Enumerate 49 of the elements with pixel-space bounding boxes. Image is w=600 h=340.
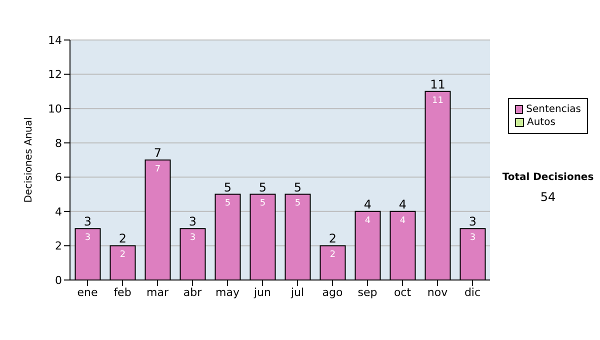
x-tick-label: feb xyxy=(114,286,132,299)
data-label: 11 xyxy=(432,96,444,106)
data-label: 3 xyxy=(190,232,196,243)
total-label: 2 xyxy=(328,232,337,246)
total-label: 5 xyxy=(294,180,302,194)
y-axis-title: Decisiones Anual xyxy=(24,117,35,203)
data-label: 5 xyxy=(294,198,301,209)
x-tick-label: ago xyxy=(322,286,343,299)
data-label: 3 xyxy=(84,232,91,243)
total-label: 4 xyxy=(364,197,372,212)
x-tick-label: jul xyxy=(290,286,304,299)
legend-label: Sentencias xyxy=(526,103,581,116)
total-label: 2 xyxy=(118,232,127,246)
y-tick-label: 4 xyxy=(55,205,62,218)
total-label: 3 xyxy=(468,214,477,229)
x-tick-label: ene xyxy=(77,286,98,299)
x-tick-label: may xyxy=(216,286,240,299)
x-tick-label: sep xyxy=(358,286,378,299)
x-tick-label: dic xyxy=(464,286,481,299)
data-label: 4 xyxy=(364,216,371,226)
total-label: 7 xyxy=(154,146,162,160)
x-tick-label: jun xyxy=(253,286,272,299)
data-label: 2 xyxy=(120,250,126,260)
text: 54 xyxy=(539,190,557,204)
y-tick-label: 10 xyxy=(48,102,62,116)
data-label: 4 xyxy=(400,216,406,226)
total-label: 3 xyxy=(188,214,197,229)
total-label: 5 xyxy=(224,180,232,194)
x-tick-label: abr xyxy=(183,286,202,299)
total-label: 4 xyxy=(398,197,407,212)
data-label: 3 xyxy=(470,232,476,243)
x-tick-label: mar xyxy=(146,286,169,299)
data-label: 5 xyxy=(260,198,266,209)
data-label: 5 xyxy=(224,198,231,209)
text: Total Decisiones xyxy=(501,172,595,183)
y-tick-label: 2 xyxy=(55,240,62,253)
y-tick-label: 14 xyxy=(48,34,62,47)
y-tick-label: 8 xyxy=(55,136,62,150)
x-tick-label: nov xyxy=(427,286,448,299)
data-label: 7 xyxy=(154,164,161,174)
total-label: 3 xyxy=(84,214,92,229)
x-tick-label: oct xyxy=(394,286,412,299)
y-tick-label: 0 xyxy=(55,274,62,287)
total-label: 11 xyxy=(430,77,446,92)
y-tick-label: 12 xyxy=(48,68,62,82)
y-tick-label: 6 xyxy=(55,171,62,184)
total-label: 5 xyxy=(258,180,267,194)
legend-label: Autos xyxy=(527,116,556,129)
data-label: 2 xyxy=(330,250,336,260)
